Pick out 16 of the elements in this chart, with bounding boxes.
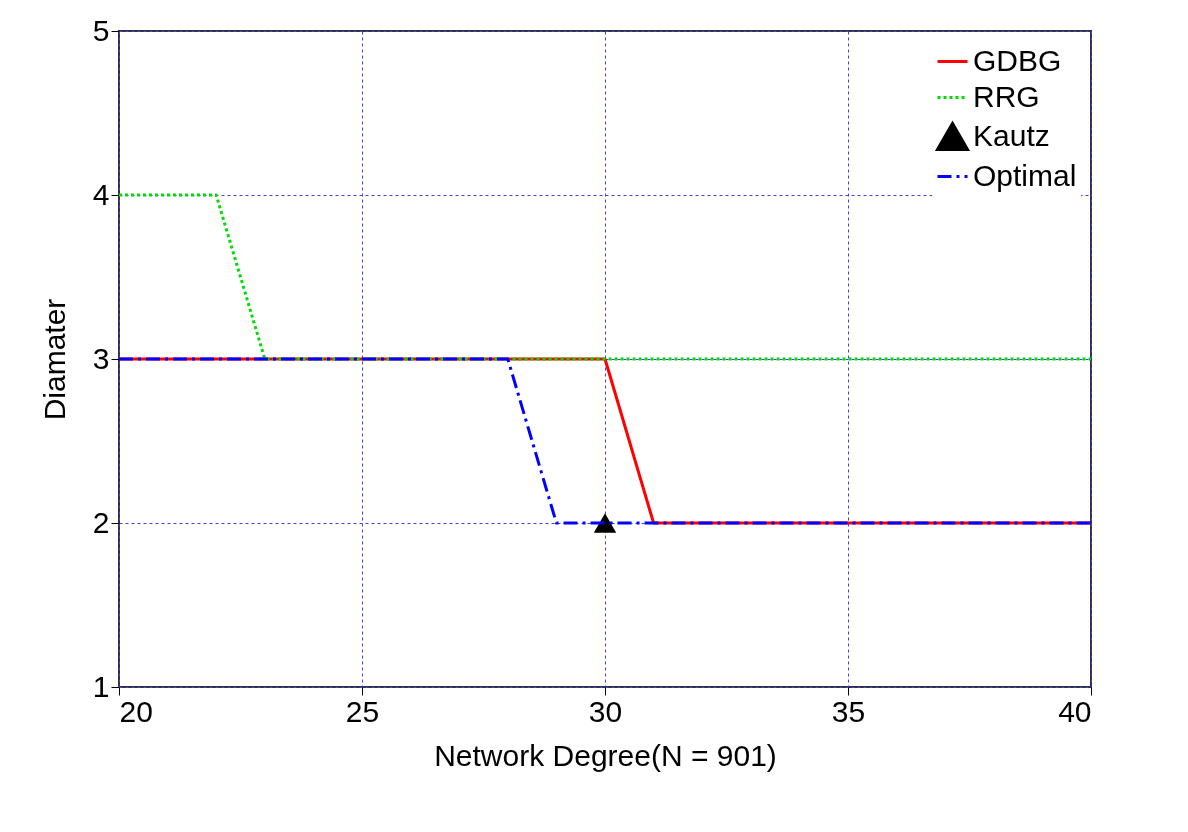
x-tick-label: 35 (831, 694, 866, 728)
y-tick-label: 5 (92, 13, 110, 47)
x-tick-label: 40 (1058, 694, 1092, 728)
legend-label: Kautz (973, 118, 1050, 152)
x-tick-label: 20 (119, 694, 153, 728)
x-axis-title: Network Degree(N = 901) (434, 738, 777, 772)
y-tick-label: 1 (92, 669, 110, 703)
y-axis-title: Diamater (37, 298, 71, 421)
y-tick-label: 4 (92, 177, 110, 211)
legend-label: GDBG (973, 43, 1062, 77)
y-tick-label: 3 (92, 341, 110, 375)
legend-label: RRG (973, 79, 1040, 113)
y-tick-label: 2 (92, 505, 110, 539)
x-tick-label: 25 (345, 694, 380, 728)
legend-label: Optimal (973, 158, 1077, 192)
x-tick-label: 30 (588, 694, 623, 728)
